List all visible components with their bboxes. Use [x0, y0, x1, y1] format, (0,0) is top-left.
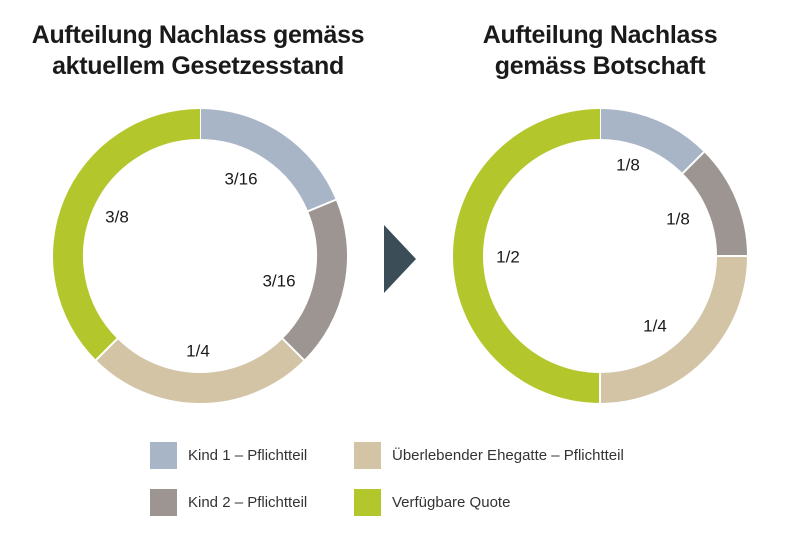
donut-slice-ehegatte	[599, 255, 747, 403]
legend-item-kind2: Kind 2 – Pflichtteil	[150, 488, 307, 516]
arrow-right-icon	[384, 225, 416, 293]
donut-slice-kind2	[282, 199, 347, 360]
chart-title-line-1: Aufteilung Nachlass	[482, 21, 718, 49]
slice-label-kind1: 1/8	[616, 155, 640, 174]
donut-slice-kind1	[199, 109, 336, 212]
slice-label-ehegatte: 1/4	[643, 316, 667, 335]
donut-slice-quote	[53, 109, 201, 360]
slice-separator	[94, 337, 119, 362]
donut-slice-quote	[453, 109, 601, 403]
donut-slice-ehegatte	[96, 338, 304, 403]
legend-item-kind1: Kind 1 – Pflichtteil	[150, 441, 307, 469]
slice-separator	[306, 198, 338, 213]
slice-label-kind1: 3/16	[224, 169, 257, 188]
chart-title-botschaft: Aufteilung Nachlass gemäss Botschaft	[420, 20, 780, 82]
slice-label-kind2: 3/16	[262, 271, 295, 290]
legend-swatch-quote	[354, 488, 381, 516]
chart-title-line-2: gemäss Botschaft	[494, 52, 706, 80]
donut-botschaft: 1/8 1/8 1/4 1/2	[453, 108, 748, 404]
legend-item-quote: Verfügbare Quote	[354, 488, 510, 516]
slice-separator	[281, 337, 306, 362]
slice-separator	[681, 150, 706, 175]
donut-slice-kind2	[682, 152, 747, 257]
slice-label-kind2: 1/8	[666, 209, 690, 228]
legend-label: Kind 2 – Pflichtteil	[188, 493, 308, 511]
legend-swatch-ehegatte	[354, 441, 381, 469]
chart-title-current-law: Aufteilung Nachlass gemäss aktuellem Ges…	[18, 20, 378, 82]
chart-title-line-2: aktuellem Gesetzesstand	[52, 52, 344, 80]
slice-label-quote: 3/8	[105, 207, 129, 226]
legend-swatch-kind1	[150, 441, 177, 469]
legend-label: Verfügbare Quote	[392, 493, 511, 511]
legend-label: Überlebender Ehegatte – Pflichtteil	[392, 446, 624, 464]
legend-label: Kind 1 – Pflichtteil	[188, 446, 308, 464]
donut-slice-kind1	[599, 109, 704, 174]
donut-current-law: 3/16 3/16 1/4 3/8	[53, 108, 347, 403]
slice-label-quote: 1/2	[496, 247, 520, 266]
legend-item-ehegatte: Überlebender Ehegatte – Pflichtteil	[354, 441, 624, 469]
legend-swatch-kind2	[150, 488, 177, 516]
chart-title-line-1: Aufteilung Nachlass gemäss	[31, 21, 365, 49]
slice-label-ehegatte: 1/4	[186, 341, 210, 360]
